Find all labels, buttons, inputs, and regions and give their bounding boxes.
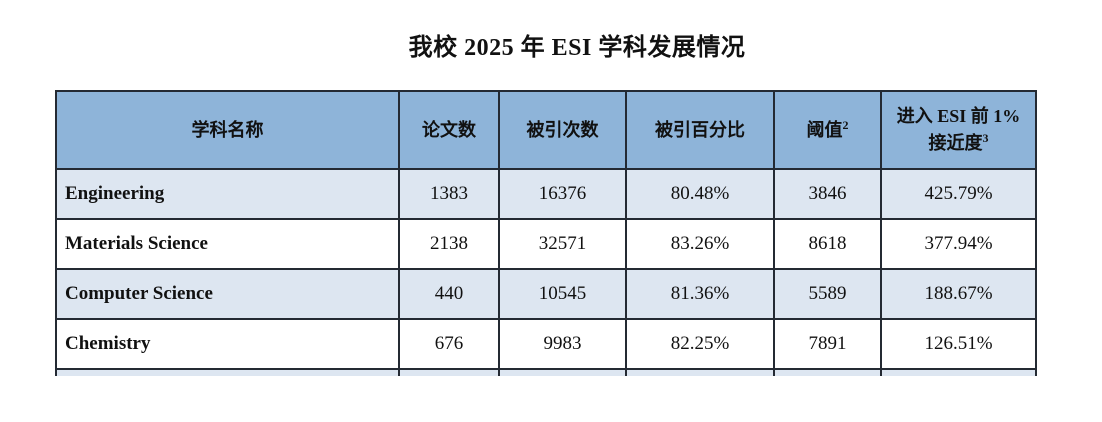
partial-cell	[498, 368, 627, 376]
partial-cell	[625, 368, 775, 376]
cell-proximity: 377.94%	[880, 218, 1037, 270]
partial-cell	[55, 368, 400, 376]
cell-threshold: 7891	[773, 318, 882, 370]
cell-threshold: 3846	[773, 168, 882, 220]
cell-subject: Computer Science	[55, 268, 400, 320]
header-label: 论文数	[422, 119, 476, 140]
cell-papers: 676	[398, 318, 500, 370]
header-row: 学科名称 论文数 被引次数 被引百分比 阈值2 进入 ESI 前 1%接近度3	[55, 90, 1037, 170]
header-superscript: 2	[842, 117, 849, 132]
cell-cited-percent: 83.26%	[625, 218, 775, 270]
column-header-citation-percent: 被引百分比	[625, 90, 775, 170]
table-row-partial-cutoff	[55, 368, 1037, 376]
column-header-subject-name: 学科名称	[55, 90, 400, 170]
header-label: 学科名称	[191, 119, 264, 140]
cell-subject: Materials Science	[55, 218, 400, 270]
header-superscript: 3	[982, 131, 989, 145]
header-label: 进入 ESI 前 1%接近度	[896, 106, 1021, 153]
cell-threshold: 5589	[773, 268, 882, 320]
esi-subject-table: 学科名称 论文数 被引次数 被引百分比 阈值2 进入 ESI 前 1%接近度3 …	[55, 90, 1037, 376]
cell-proximity: 425.79%	[880, 168, 1037, 220]
cell-citations: 10545	[498, 268, 627, 320]
table-row-chemistry: Chemistry 676 9983 82.25% 7891 126.51%	[55, 318, 1037, 370]
cell-cited-percent: 80.48%	[625, 168, 775, 220]
table-row-materials-science: Materials Science 2138 32571 83.26% 8618…	[55, 218, 1037, 270]
column-header-citation-count: 被引次数	[498, 90, 627, 170]
cell-subject: Engineering	[55, 168, 400, 220]
cell-papers: 1383	[398, 168, 500, 220]
cell-papers: 440	[398, 268, 500, 320]
cell-subject: Chemistry	[55, 318, 400, 370]
cell-citations: 9983	[498, 318, 627, 370]
cell-cited-percent: 81.36%	[625, 268, 775, 320]
header-label: 被引百分比	[655, 119, 745, 140]
header-label: 被引次数	[526, 119, 599, 140]
header-label: 阈值	[806, 119, 843, 140]
cell-cited-percent: 82.25%	[625, 318, 775, 370]
cell-threshold: 8618	[773, 218, 882, 270]
partial-cell	[773, 368, 882, 376]
table-row-computer-science: Computer Science 440 10545 81.36% 5589 1…	[55, 268, 1037, 320]
page-title: 我校 2025 年 ESI 学科发展情况	[408, 35, 746, 61]
cell-citations: 16376	[498, 168, 627, 220]
partial-cell	[880, 368, 1037, 376]
column-header-paper-count: 论文数	[398, 90, 500, 170]
cell-citations: 32571	[498, 218, 627, 270]
cell-proximity: 126.51%	[880, 318, 1037, 370]
column-header-esi-proximity: 进入 ESI 前 1%接近度3	[880, 90, 1037, 170]
cell-proximity: 188.67%	[880, 268, 1037, 320]
column-header-threshold: 阈值2	[773, 90, 882, 170]
table-row-engineering: Engineering 1383 16376 80.48% 3846 425.7…	[55, 168, 1037, 220]
partial-cell	[398, 368, 500, 376]
cell-papers: 2138	[398, 218, 500, 270]
